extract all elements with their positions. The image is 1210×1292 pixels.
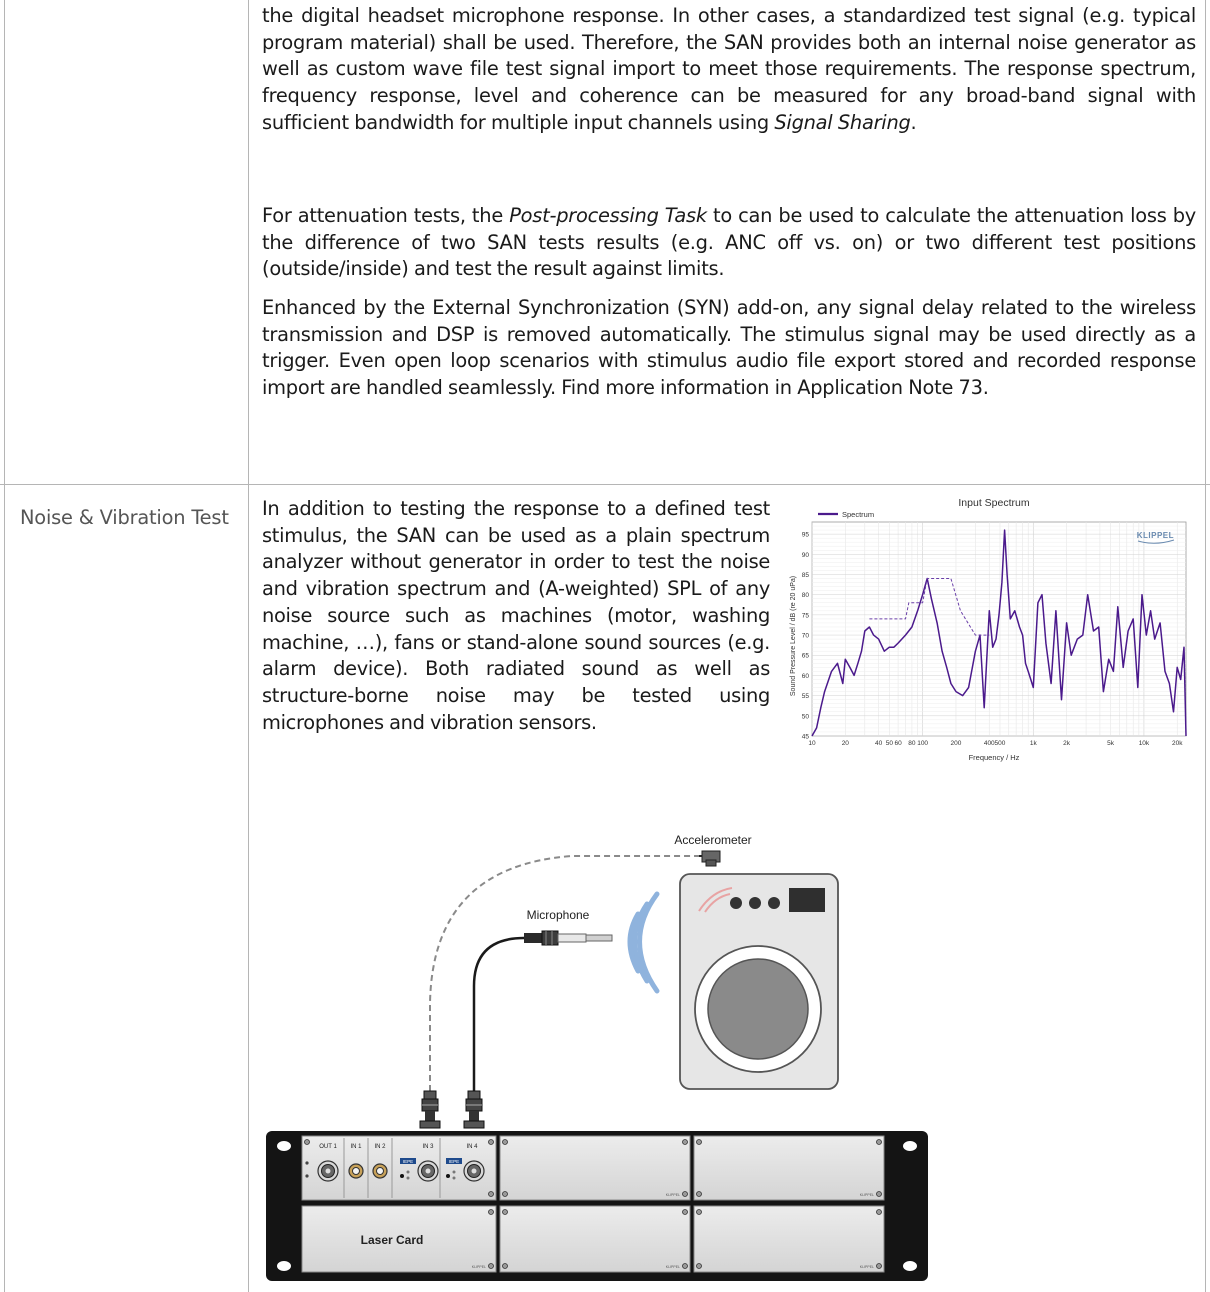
iepe-badge-in3: IEPE	[403, 1159, 413, 1164]
port-out1	[317, 1160, 339, 1182]
emphasis-signal-sharing: Signal Sharing	[774, 110, 911, 134]
chart-lines	[811, 529, 1187, 737]
card-brand-2: KLIPPEL	[666, 1193, 680, 1197]
chart-grid	[811, 521, 1187, 737]
limit-line	[869, 578, 990, 636]
chart-canvas: Input Spectrum 45 50 55 60 65 70 75 80 85 90 95 10 2…	[790, 497, 1187, 762]
plot-area	[811, 521, 1187, 737]
rack-card-slot-5	[499, 1205, 691, 1273]
emphasis-post-processing: Post-processing Task	[509, 204, 707, 227]
analyzer-rack: OUT 1 IN 1 IN 2 IN 3 IN 4 IEPE	[266, 1131, 928, 1281]
card-brand-5: KLIPPEL	[666, 1265, 680, 1269]
y-tick-label: 75	[802, 612, 810, 619]
x-tick-label: 400	[984, 740, 995, 747]
x-tick-label: 500	[995, 740, 1006, 747]
y-tick-label: 50	[802, 713, 810, 720]
input-spectrum-chart: Input Spectrum 45 50 55 60 65 70 75 80 85 90 95 10 2…	[782, 494, 1194, 764]
sound-waves-icon	[627, 891, 660, 994]
speaker-driver-cone	[707, 958, 809, 1060]
x-tick-label: 50	[886, 740, 894, 747]
chart-title: Input Spectrum	[958, 497, 1029, 509]
x-tick-label: 1k	[1030, 740, 1038, 747]
microphone-cable	[472, 936, 525, 1091]
accelerometer-cable	[429, 855, 702, 1091]
port-in1	[348, 1163, 364, 1179]
x-tick-label: 200	[951, 740, 962, 747]
device-display	[789, 888, 825, 912]
card-brand-6: KLIPPEL	[860, 1265, 874, 1269]
bnc-connector-accelerometer	[419, 1090, 441, 1129]
x-tick-label: 5k	[1107, 740, 1115, 747]
table-border-left	[4, 0, 5, 1292]
x-tick-label: 2k	[1063, 740, 1071, 747]
spectrum-line	[811, 529, 1187, 737]
legend-label-spectrum: Spectrum	[842, 510, 874, 519]
diagram-canvas: Accelerometer Microphone	[266, 833, 928, 1281]
speaker-device	[679, 873, 839, 1090]
port-in2	[372, 1163, 388, 1179]
paragraph-attenuation: For attenuation tests, the Post-processi…	[262, 204, 1197, 281]
y-tick-label: 55	[802, 693, 810, 700]
iepe-badge-in4: IEPE	[449, 1159, 459, 1164]
port-in4: IEPE	[446, 1158, 485, 1182]
x-tick-label: 80	[908, 740, 916, 747]
x-tick-label: 20	[842, 740, 850, 747]
rack-card-slot-6	[693, 1205, 885, 1273]
x-tick-label: 100	[917, 740, 928, 747]
device-knob-2	[749, 897, 761, 909]
card-brand-3: KLIPPEL	[860, 1193, 874, 1197]
x-tick-label: 40	[875, 740, 883, 747]
measurement-setup-diagram: Accelerometer Microphone	[262, 826, 942, 1286]
x-tick-label: 10k	[1139, 740, 1150, 747]
y-tick-label: 95	[802, 532, 810, 539]
paragraph-signal-sharing: the digital headset microphone response.…	[262, 4, 1196, 134]
y-tick-label: 90	[802, 552, 810, 559]
chart-xlabel: Frequency / Hz	[969, 753, 1020, 762]
accelerometer-sensor	[699, 850, 721, 867]
chart-legend: Spectrum	[818, 510, 874, 519]
bnc-connector-microphone	[463, 1090, 485, 1129]
y-tick-label: 80	[802, 592, 810, 599]
y-tick-label: 85	[802, 572, 810, 579]
laser-card	[301, 1205, 497, 1273]
row-label-noise-vibration: Noise & Vibration Test	[20, 506, 229, 529]
paragraph-noise-vibration: In addition to testing the response to a…	[262, 497, 770, 734]
port-label-in4: IN 4	[466, 1144, 478, 1150]
klippel-logo: KLIPPEL	[1137, 531, 1174, 540]
device-knob-1	[730, 897, 742, 909]
paragraph-synchronization: Enhanced by the External Synchronization…	[262, 296, 1196, 400]
laser-card-label: Laser Card	[361, 1233, 424, 1247]
port-label-out1: OUT 1	[319, 1144, 337, 1150]
y-tick-label: 65	[802, 653, 810, 660]
rack-card-slot-2	[499, 1135, 691, 1201]
y-tick-label: 60	[802, 673, 810, 680]
y-tick-label: 70	[802, 633, 810, 640]
port-label-in3: IN 3	[422, 1144, 434, 1150]
rack-card-slot-3	[693, 1135, 885, 1201]
microphone-icon	[524, 930, 613, 946]
klippel-logo-swoosh	[1137, 539, 1175, 544]
table-row-divider	[0, 484, 1210, 485]
port-label-in2: IN 2	[374, 1144, 386, 1150]
port-label-in1: IN 1	[350, 1144, 362, 1150]
table-column-divider	[248, 0, 249, 1292]
y-tick-label: 45	[802, 734, 810, 741]
port-in3: IEPE	[400, 1158, 439, 1182]
label-accelerometer: Accelerometer	[674, 833, 751, 847]
table-border-right	[1205, 0, 1206, 1292]
x-tick-label: 60	[894, 740, 902, 747]
device-knob-3	[768, 897, 780, 909]
x-tick-label: 10	[808, 740, 816, 747]
label-microphone: Microphone	[527, 908, 590, 922]
x-tick-label: 20k	[1172, 740, 1183, 747]
chart-ylabel: Sound Pressure Level / dB (re 20 uPa)	[790, 576, 797, 696]
card-brand-4: KLIPPEL	[472, 1265, 486, 1269]
